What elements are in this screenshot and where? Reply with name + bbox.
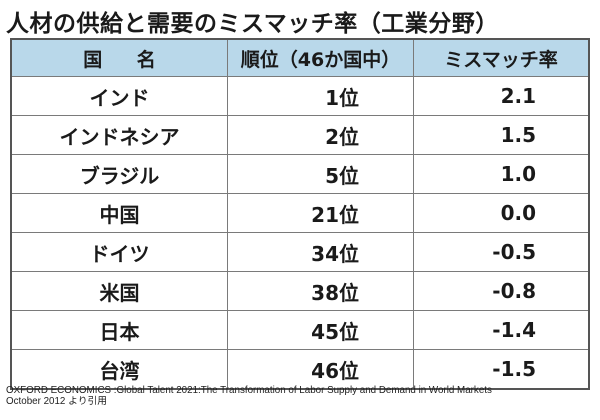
source-line-2: October 2012 より引用 [6, 396, 108, 407]
mismatch-table: 国 名 順位（46か国中） ミスマッチ率 インド 1位 2.1 インドネシア 2… [10, 38, 590, 390]
rate-cell: -1.5 [413, 350, 588, 388]
header-rank: 順位（46か国中） [227, 40, 413, 76]
country-cell: インドネシア [59, 124, 180, 149]
country-cell: ドイツ [89, 241, 150, 266]
country-cell: 日本 [99, 319, 140, 344]
rank-cell: 2位 [227, 116, 413, 154]
source-line-1: OXFORD ECONOMICS :Global Talent 2021:The… [6, 385, 492, 396]
country-cell: 台湾 [99, 358, 140, 383]
rate-cell: 1.0 [413, 155, 588, 193]
table-row: ドイツ 34位 -0.5 [12, 232, 588, 271]
rate-cell: 2.1 [413, 77, 588, 115]
rate-cell: -0.5 [413, 233, 588, 271]
rank-cell: 21位 [227, 194, 413, 232]
table-row: 日本 45位 -1.4 [12, 310, 588, 349]
country-cell: 米国 [99, 280, 140, 305]
rate-cell: -0.8 [413, 272, 588, 310]
rate-cell: -1.4 [413, 311, 588, 349]
table-row: 中国 21位 0.0 [12, 193, 588, 232]
table-row: インド 1位 2.1 [12, 76, 588, 115]
rate-cell: 1.5 [413, 116, 588, 154]
table-row: インドネシア 2位 1.5 [12, 115, 588, 154]
table-row: ブラジル 5位 1.0 [12, 154, 588, 193]
rank-cell: 38位 [227, 272, 413, 310]
country-cell: ブラジル [79, 163, 160, 188]
rank-cell: 34位 [227, 233, 413, 271]
rank-cell: 1位 [227, 77, 413, 115]
source-note: OXFORD ECONOMICS :Global Talent 2021:The… [6, 385, 596, 407]
header-country: 国 名 [83, 48, 170, 71]
page-title: 人材の供給と需要のミスマッチ率（工業分野） [6, 11, 499, 37]
table-row: 台湾 46位 -1.5 [12, 349, 588, 388]
table-row: 米国 38位 -0.8 [12, 271, 588, 310]
rank-cell: 45位 [227, 311, 413, 349]
rank-cell: 5位 [227, 155, 413, 193]
table-header-row: 国 名 順位（46か国中） ミスマッチ率 [12, 40, 588, 76]
rank-cell: 46位 [227, 350, 413, 388]
rate-cell: 0.0 [413, 194, 588, 232]
country-cell: インド [89, 85, 150, 110]
header-rate: ミスマッチ率 [413, 40, 588, 76]
country-cell: 中国 [99, 202, 140, 227]
